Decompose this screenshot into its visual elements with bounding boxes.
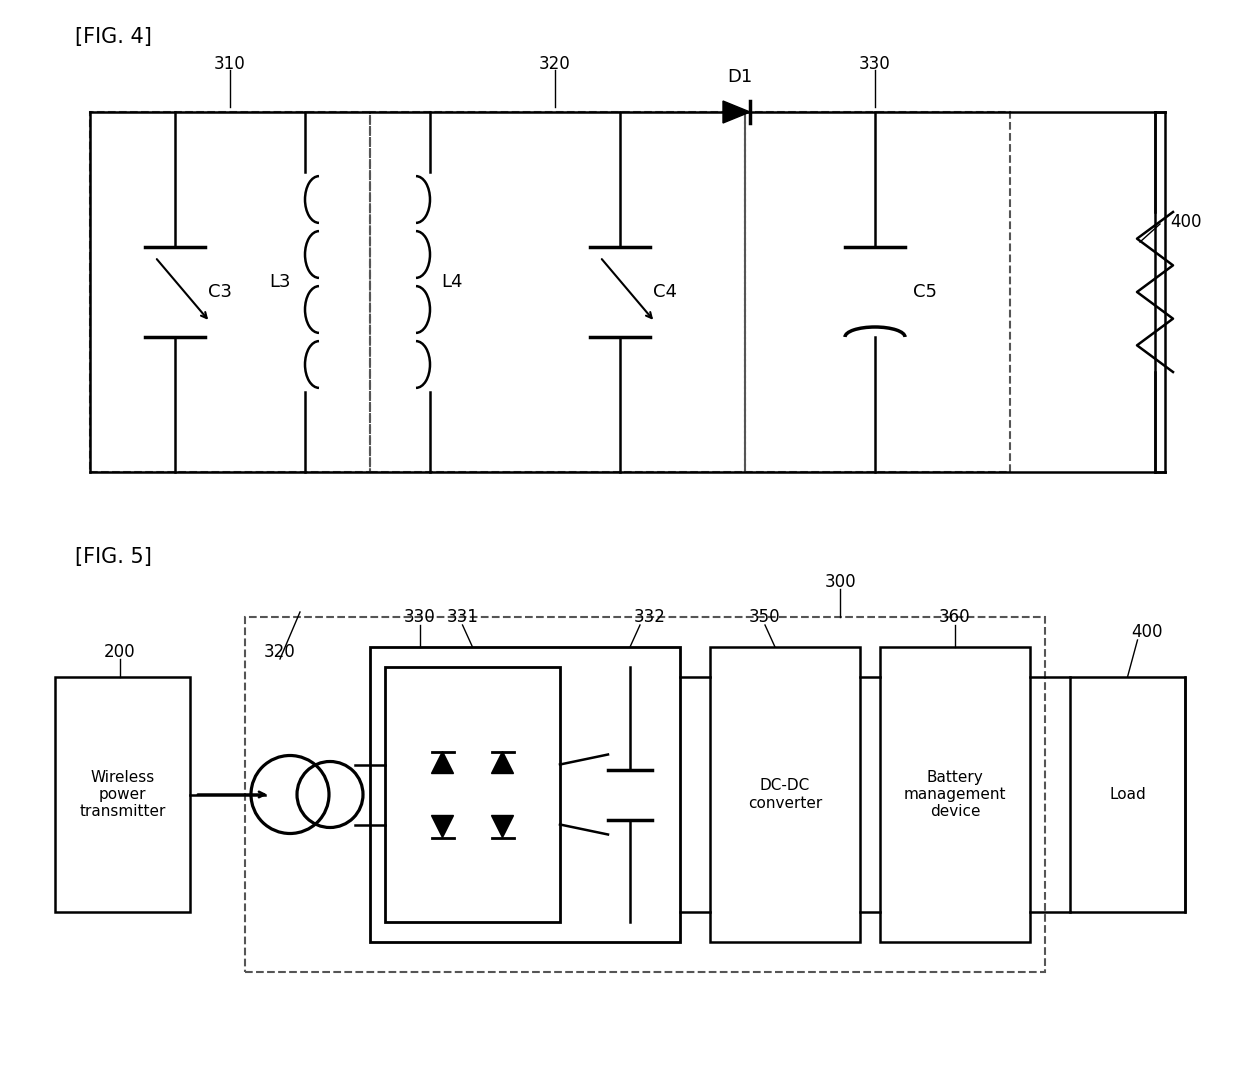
Bar xyxy=(370,111,745,472)
Polygon shape xyxy=(723,101,750,123)
Text: 320: 320 xyxy=(539,55,570,73)
Text: C5: C5 xyxy=(913,283,937,301)
Text: [FIG. 4]: [FIG. 4] xyxy=(74,27,151,47)
Text: [FIG. 5]: [FIG. 5] xyxy=(74,547,151,567)
Text: D1: D1 xyxy=(728,68,753,86)
Text: Load: Load xyxy=(1109,787,1146,802)
Polygon shape xyxy=(491,816,513,837)
Text: C3: C3 xyxy=(208,283,232,301)
Text: 330: 330 xyxy=(859,55,890,73)
Text: L3: L3 xyxy=(269,273,290,291)
Text: 320: 320 xyxy=(264,643,296,661)
Bar xyxy=(880,647,1030,942)
Text: 400: 400 xyxy=(1132,623,1163,641)
Bar xyxy=(246,617,1045,972)
Text: 360: 360 xyxy=(939,608,971,626)
Text: 400: 400 xyxy=(1171,213,1202,230)
Text: 330: 330 xyxy=(404,608,436,626)
Text: 350: 350 xyxy=(749,608,781,626)
Text: 331: 331 xyxy=(446,608,479,626)
Polygon shape xyxy=(491,751,513,774)
Text: 332: 332 xyxy=(634,608,666,626)
Polygon shape xyxy=(432,816,454,837)
Text: L4: L4 xyxy=(441,273,463,291)
Bar xyxy=(370,647,680,942)
Text: Battery
management
device: Battery management device xyxy=(904,770,1006,819)
Text: C4: C4 xyxy=(653,283,677,301)
Text: 310: 310 xyxy=(215,55,246,73)
Bar xyxy=(55,678,190,912)
Bar xyxy=(711,647,861,942)
Text: DC-DC
converter: DC-DC converter xyxy=(748,778,822,810)
Polygon shape xyxy=(432,751,454,774)
Bar xyxy=(745,111,1011,472)
Bar xyxy=(91,111,370,472)
Text: Wireless
power
transmitter: Wireless power transmitter xyxy=(79,770,166,819)
Bar xyxy=(1070,678,1185,912)
Text: 200: 200 xyxy=(104,643,136,661)
Text: 300: 300 xyxy=(825,574,856,591)
Bar xyxy=(384,667,560,922)
